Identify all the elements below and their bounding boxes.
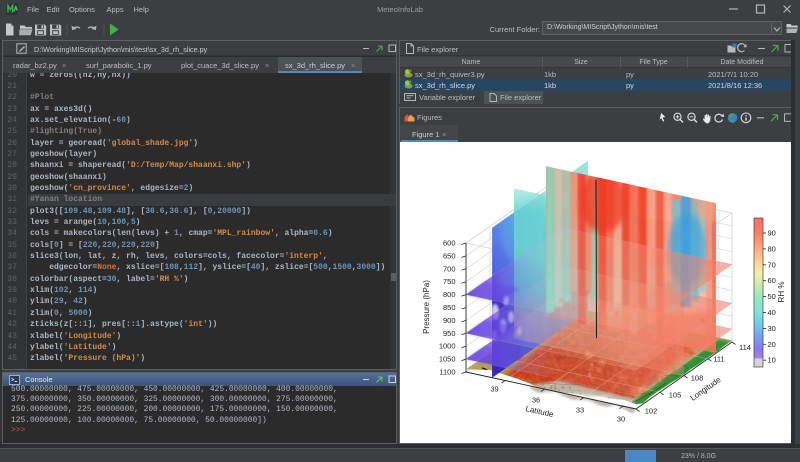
- svg-text:39: 39: [490, 385, 498, 394]
- svg-text:114: 114: [739, 343, 751, 352]
- svg-text:30: 30: [768, 324, 776, 333]
- svg-text:RH %: RH %: [777, 282, 786, 303]
- svg-text:Latitude: Latitude: [525, 404, 555, 419]
- svg-text:20: 20: [768, 340, 776, 349]
- svg-text:Pressure (hPa): Pressure (hPa): [422, 280, 431, 334]
- svg-text:111: 111: [713, 355, 724, 364]
- svg-text:850: 850: [443, 303, 456, 312]
- svg-text:108: 108: [691, 374, 704, 383]
- svg-text:10: 10: [768, 356, 776, 365]
- svg-text:90: 90: [768, 229, 776, 238]
- svg-text:800: 800: [443, 290, 456, 299]
- svg-text:1100: 1100: [439, 368, 455, 377]
- svg-text:105: 105: [669, 391, 682, 400]
- svg-text:1000: 1000: [439, 342, 456, 351]
- svg-text:650: 650: [443, 251, 456, 260]
- svg-text:30: 30: [617, 415, 625, 424]
- svg-text:70: 70: [768, 260, 776, 269]
- svg-text:33: 33: [576, 406, 584, 415]
- svg-text:900: 900: [443, 316, 456, 325]
- svg-text:80: 80: [768, 244, 776, 253]
- svg-text:50: 50: [768, 292, 776, 301]
- svg-text:36: 36: [532, 396, 540, 405]
- svg-text:700: 700: [443, 264, 456, 273]
- svg-text:60: 60: [768, 276, 776, 285]
- svg-text:950: 950: [443, 329, 456, 338]
- svg-text:40: 40: [768, 308, 776, 317]
- svg-text:102: 102: [645, 407, 658, 416]
- svg-text:600: 600: [443, 239, 456, 248]
- svg-text:1050: 1050: [439, 355, 456, 364]
- svg-text:750: 750: [443, 277, 456, 286]
